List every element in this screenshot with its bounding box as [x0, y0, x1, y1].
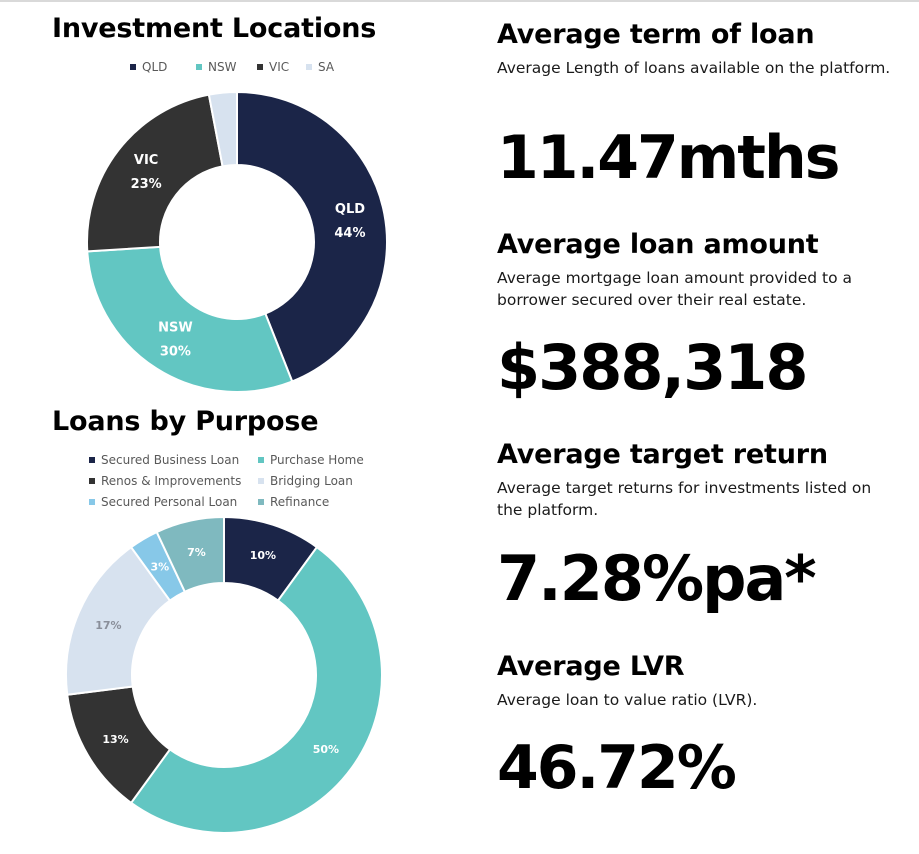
slice-label-secured-business-loan: 10%	[250, 549, 276, 562]
legend-swatch	[306, 64, 312, 70]
legend-swatch	[89, 457, 95, 463]
slice-label-purchase-home: 50%	[313, 743, 339, 756]
legend-label: Secured Business Loan	[101, 453, 240, 467]
slice-label-vic: VIC 23%	[131, 153, 162, 192]
donut-chart-investment-locations: QLD 44% NSW 30% VIC 23%	[86, 90, 388, 393]
legend-label: VIC	[269, 60, 290, 74]
donut-slice-refinance	[155, 515, 225, 594]
stat-heading: Average target return	[497, 439, 828, 470]
legend-swatch	[258, 457, 264, 463]
legend-label: Renos & Improvements	[101, 474, 242, 488]
legend-swatch	[258, 499, 264, 505]
donut-chart-loans-by-purpose: 10% 50% 13% 17% 3% 7%	[65, 515, 383, 834]
legend-label: NSW	[208, 60, 237, 74]
donut-slice-qld	[236, 90, 388, 383]
donut-slice-vic	[86, 93, 224, 253]
slice-label-refinance: 7%	[187, 546, 206, 559]
legend-swatch	[257, 64, 263, 70]
stat-description: Average loan to value ratio (LVR).	[497, 691, 758, 709]
legend-item-secured-business-loan: Secured Business Loan	[89, 453, 239, 467]
legend-item-renos-improvements: Renos & Improvements	[89, 474, 241, 488]
stat-description: Average Length of loans available on the…	[497, 59, 891, 77]
legend-label: Bridging Loan	[270, 474, 353, 488]
stat-value: 7.28%pa*	[497, 542, 817, 615]
legend-label: SA	[318, 60, 335, 74]
stat-average-loan-amount: Average loan amount Average mortgage loa…	[497, 229, 897, 429]
donut-slice-purchase-home	[129, 545, 383, 834]
stat-heading: Average LVR	[497, 651, 685, 682]
legend-item-secured-personal-loan: Secured Personal Loan	[89, 495, 237, 509]
legend-swatch	[196, 64, 202, 70]
stat-value: 46.72%	[497, 733, 737, 803]
legend-swatch	[258, 478, 264, 484]
legend-swatch	[130, 64, 136, 70]
stat-heading: Average term of loan	[497, 19, 815, 50]
legend-item-sa: SA	[306, 60, 334, 74]
stat-average-lvr: Average LVR Average loan to value ratio …	[497, 651, 897, 831]
slice-label-qld: QLD 44%	[334, 202, 365, 241]
stat-value: 11.47mths	[497, 123, 840, 193]
legend-item-qld: QLD	[130, 60, 167, 74]
legend-label: QLD	[142, 60, 168, 74]
slice-label-bridging-loan: 17%	[95, 619, 121, 632]
legend-swatch	[89, 478, 95, 484]
stat-heading: Average loan amount	[497, 229, 819, 260]
top-divider	[0, 0, 919, 2]
slice-label-secured-personal-loan: 3%	[151, 560, 170, 573]
legend-item-bridging-loan: Bridging Loan	[258, 474, 353, 488]
slice-label-nsw: NSW 30%	[158, 321, 193, 360]
legend-item-nsw: NSW	[196, 60, 236, 74]
stat-description: Average target returns for investments l…	[497, 479, 872, 519]
legend-swatch	[89, 499, 95, 505]
legend-item-vic: VIC	[257, 60, 289, 74]
legend-label: Secured Personal Loan	[101, 495, 238, 509]
stat-description: Average mortgage loan amount provided to…	[497, 269, 852, 309]
stat-average-target-return: Average target return Average target ret…	[497, 439, 897, 639]
chart-title-loans-by-purpose: Loans by Purpose	[52, 406, 319, 437]
legend-item-purchase-home: Purchase Home	[258, 453, 364, 467]
stat-average-term: Average term of loan Average Length of l…	[497, 19, 897, 219]
stat-value: $388,318	[497, 331, 809, 404]
legend-label: Purchase Home	[270, 453, 364, 467]
slice-label-renos-improvements: 13%	[102, 733, 128, 746]
legend-label: Refinance	[270, 495, 330, 509]
legend-item-refinance: Refinance	[258, 495, 329, 509]
chart-title-investment-locations: Investment Locations	[52, 13, 377, 44]
donut-slice-nsw	[86, 245, 294, 393]
donut-slice-sa	[207, 90, 238, 168]
